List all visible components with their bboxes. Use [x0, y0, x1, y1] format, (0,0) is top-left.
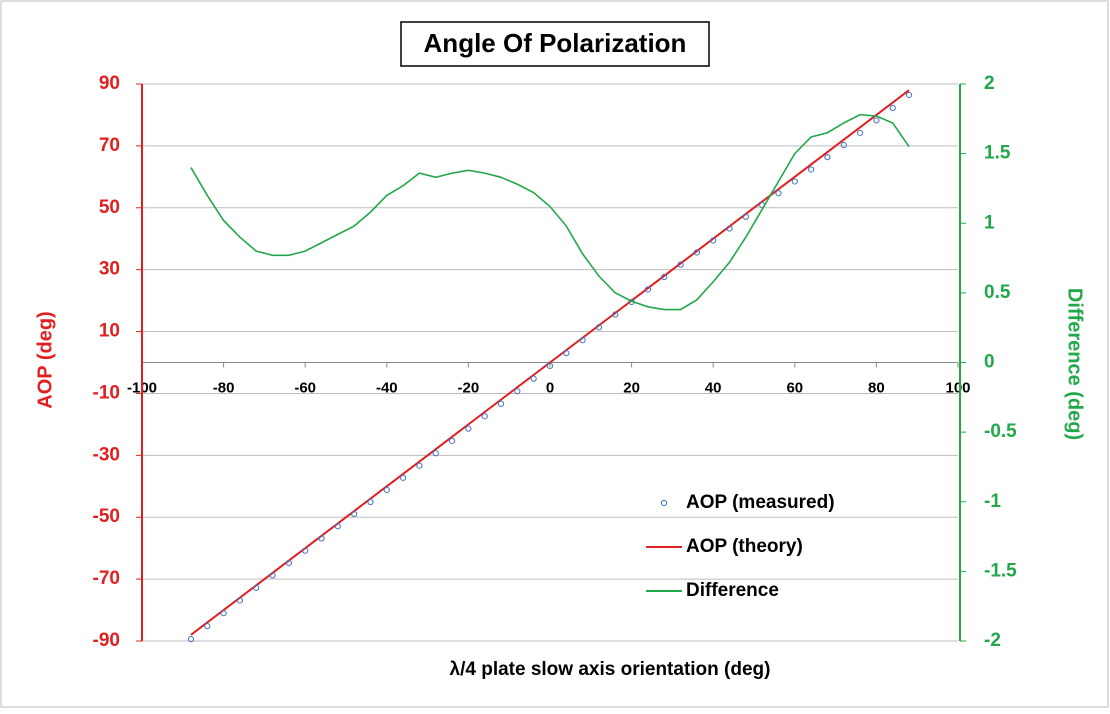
data-point: [351, 510, 358, 518]
y2-tick-label: 2: [984, 73, 995, 94]
y-tick-label: 10: [99, 321, 120, 342]
chart-title: Angle Of Polarization: [424, 28, 687, 58]
data-point: [873, 117, 880, 124]
y-tick-label: -30: [93, 444, 120, 465]
y-tick-label: 50: [99, 197, 120, 218]
data-point: [204, 623, 211, 630]
x-tick-label: 0: [546, 379, 554, 396]
x-tick-label: -40: [376, 379, 398, 396]
data-point: [726, 225, 733, 232]
data-point: [416, 462, 423, 469]
x-tick-label: 40: [705, 379, 722, 396]
data-point: [367, 498, 374, 506]
data-point: [905, 91, 913, 99]
x-tick-label: 60: [786, 379, 803, 396]
y2-tick-label: -0.5: [984, 421, 1017, 442]
data-point: [693, 249, 700, 256]
data-point: [856, 129, 864, 136]
data-point: [824, 154, 831, 161]
x-tick-label: 100: [945, 379, 970, 396]
y-tick-label: 70: [99, 135, 120, 156]
y-tick-label: 30: [99, 259, 120, 280]
x-tick-label: -80: [213, 379, 235, 396]
data-point: [465, 425, 472, 432]
data-point: [253, 584, 260, 591]
legend-marker: [660, 499, 668, 507]
y2-tick-label: -1: [984, 491, 1001, 512]
data-point: [808, 166, 815, 173]
y2-tick-label: 0: [984, 352, 995, 373]
y2-tick-label: 0.5: [984, 282, 1011, 303]
y2-tick-label: -2: [984, 630, 1001, 651]
y-tick-label: -70: [93, 568, 120, 589]
data-point: [269, 572, 276, 579]
series-line: [190, 113, 910, 311]
legend-label: AOP (measured): [686, 492, 835, 513]
y-tick-label: 90: [99, 73, 120, 94]
x-tick-label: -20: [458, 379, 480, 396]
y2-tick-label: 1.5: [984, 143, 1011, 164]
data-point: [302, 547, 309, 554]
data-point: [481, 413, 488, 420]
data-point: [383, 486, 390, 494]
x-tick-label: 80: [868, 379, 885, 396]
data-point: [595, 324, 603, 331]
data-point: [448, 437, 456, 445]
y-tick-label: -50: [93, 506, 120, 527]
data-point: [514, 388, 521, 395]
data-point: [677, 261, 684, 268]
data-point: [220, 610, 227, 617]
data-point: [889, 104, 896, 111]
data-point: [644, 286, 652, 293]
data-point: [400, 474, 407, 481]
y-tick-label: -90: [93, 630, 120, 651]
y2-tick-label: -1.5: [984, 560, 1017, 581]
data-point: [334, 523, 341, 530]
data-point: [661, 273, 668, 281]
data-point: [432, 450, 439, 457]
data-point: [742, 213, 749, 220]
data-point: [775, 190, 782, 197]
data-point: [579, 337, 586, 344]
data-point: [236, 597, 244, 604]
data-point: [612, 311, 619, 318]
data-point: [710, 237, 717, 244]
title-box: [400, 21, 710, 67]
legend-label: AOP (theory): [686, 536, 803, 557]
data-point: [546, 362, 554, 370]
legend-label: Difference: [686, 580, 779, 601]
y-axis-title: AOP (deg): [34, 311, 56, 408]
data-point: [791, 178, 798, 185]
data-point: [840, 141, 847, 149]
data-point: [563, 350, 570, 357]
x-tick-label: 20: [623, 379, 640, 396]
data-point: [497, 400, 505, 407]
data-point: [530, 375, 537, 382]
data-point: [187, 636, 195, 643]
y2-axis-title: Difference (deg): [1064, 288, 1086, 440]
data-point: [318, 535, 325, 542]
x-axis-title: λ/4 plate slow axis orientation (deg): [450, 659, 771, 680]
y2-tick-label: 1: [984, 212, 995, 233]
series-line: [190, 89, 910, 636]
x-tick-label: -60: [294, 379, 316, 396]
y-tick-label: -10: [93, 382, 120, 403]
data-point: [285, 559, 292, 567]
